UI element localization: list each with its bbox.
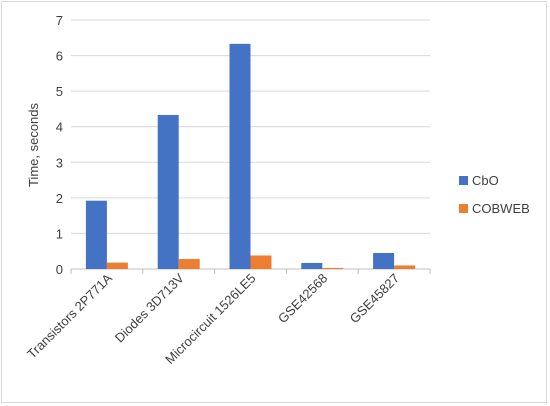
legend-label-cobweb: COBWEB: [472, 201, 530, 216]
bar-cobweb-4: [322, 267, 344, 269]
bar-cobweb-3: [250, 255, 272, 269]
bar-cbo-3: [229, 43, 251, 269]
bar-cobweb-2: [178, 259, 200, 269]
x-tick-label: GSE45827: [347, 271, 403, 327]
y-tick-label: 2: [56, 191, 63, 206]
x-tick-label: Transistors 2P771A: [24, 270, 115, 361]
bars: [85, 43, 416, 270]
y-tick-label: 6: [56, 49, 63, 64]
y-tick-label: 7: [56, 13, 63, 28]
legend-label-cbo: CbO: [472, 173, 499, 188]
y-tick-label: 5: [56, 84, 63, 99]
bar-cobweb-5: [394, 265, 416, 269]
bar-cbo-2: [157, 114, 179, 270]
y-tick-label: 4: [56, 120, 63, 135]
bar-cbo-5: [373, 252, 395, 269]
y-tick-label: 0: [56, 262, 63, 277]
bar-cobweb-1: [106, 262, 128, 269]
legend-swatch-cbo: [459, 176, 468, 185]
x-tick-label: Diodes 3D713V: [112, 270, 187, 345]
y-axis-tick-labels: 0 1 2 3 4 5 6 7: [56, 13, 63, 277]
y-tick-label: 1: [56, 226, 63, 241]
legend-swatch-cobweb: [459, 204, 468, 213]
bar-cbo-4: [301, 262, 323, 269]
bar-cbo-1: [85, 200, 107, 269]
x-tick-label: GSE42568: [275, 271, 331, 327]
y-tick-label: 3: [56, 155, 63, 170]
y-axis-label: Time, seconds: [26, 102, 41, 187]
legend: CbO COBWEB: [459, 173, 530, 216]
